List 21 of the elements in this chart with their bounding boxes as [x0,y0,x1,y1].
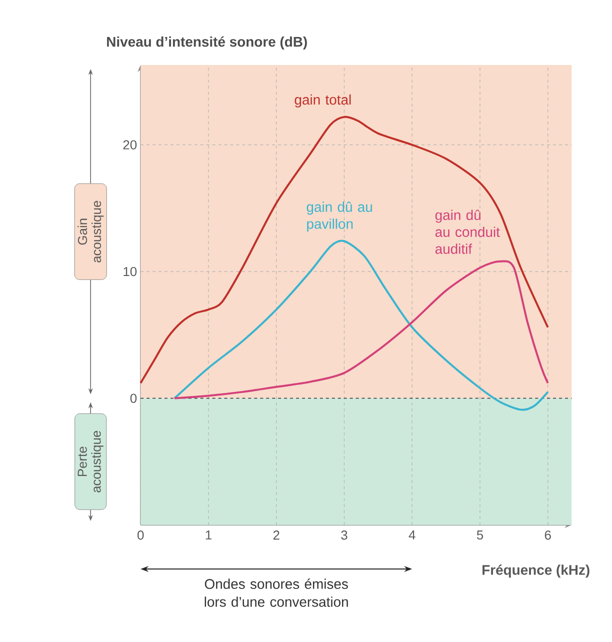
line-series [174,260,550,400]
band-label: Perte acoustique [78,430,104,492]
x-tick-label: 1 [206,530,212,540]
y-tick-label: 20 [124,140,137,150]
series-label: gain dû au conduit auditif [436,210,500,254]
text: Ondes sonores émises lors d’une conversation [204,578,348,607]
x-tick-label: 0 [138,530,144,540]
y-tick-label: 0 [130,394,137,403]
x-tick-label: 4 [408,530,416,540]
line-series [174,240,550,411]
x-tick-label: 3 [341,530,348,540]
y-tick-label: 10 [124,266,137,276]
x-axis-title: Fréquence (kHz) [482,564,590,578]
x-tick-label: 5 [477,530,484,540]
x-tick-label: 2 [274,530,280,540]
line-series [140,116,550,384]
x-tick-label: 6 [545,530,552,540]
y-axis-title: Niveau d’intensité sonore (dB) [107,36,308,50]
series-label: gain total [294,94,351,108]
band-label: Gain acoustique [78,200,104,262]
series-label: gain dû au pavillon [306,202,372,232]
